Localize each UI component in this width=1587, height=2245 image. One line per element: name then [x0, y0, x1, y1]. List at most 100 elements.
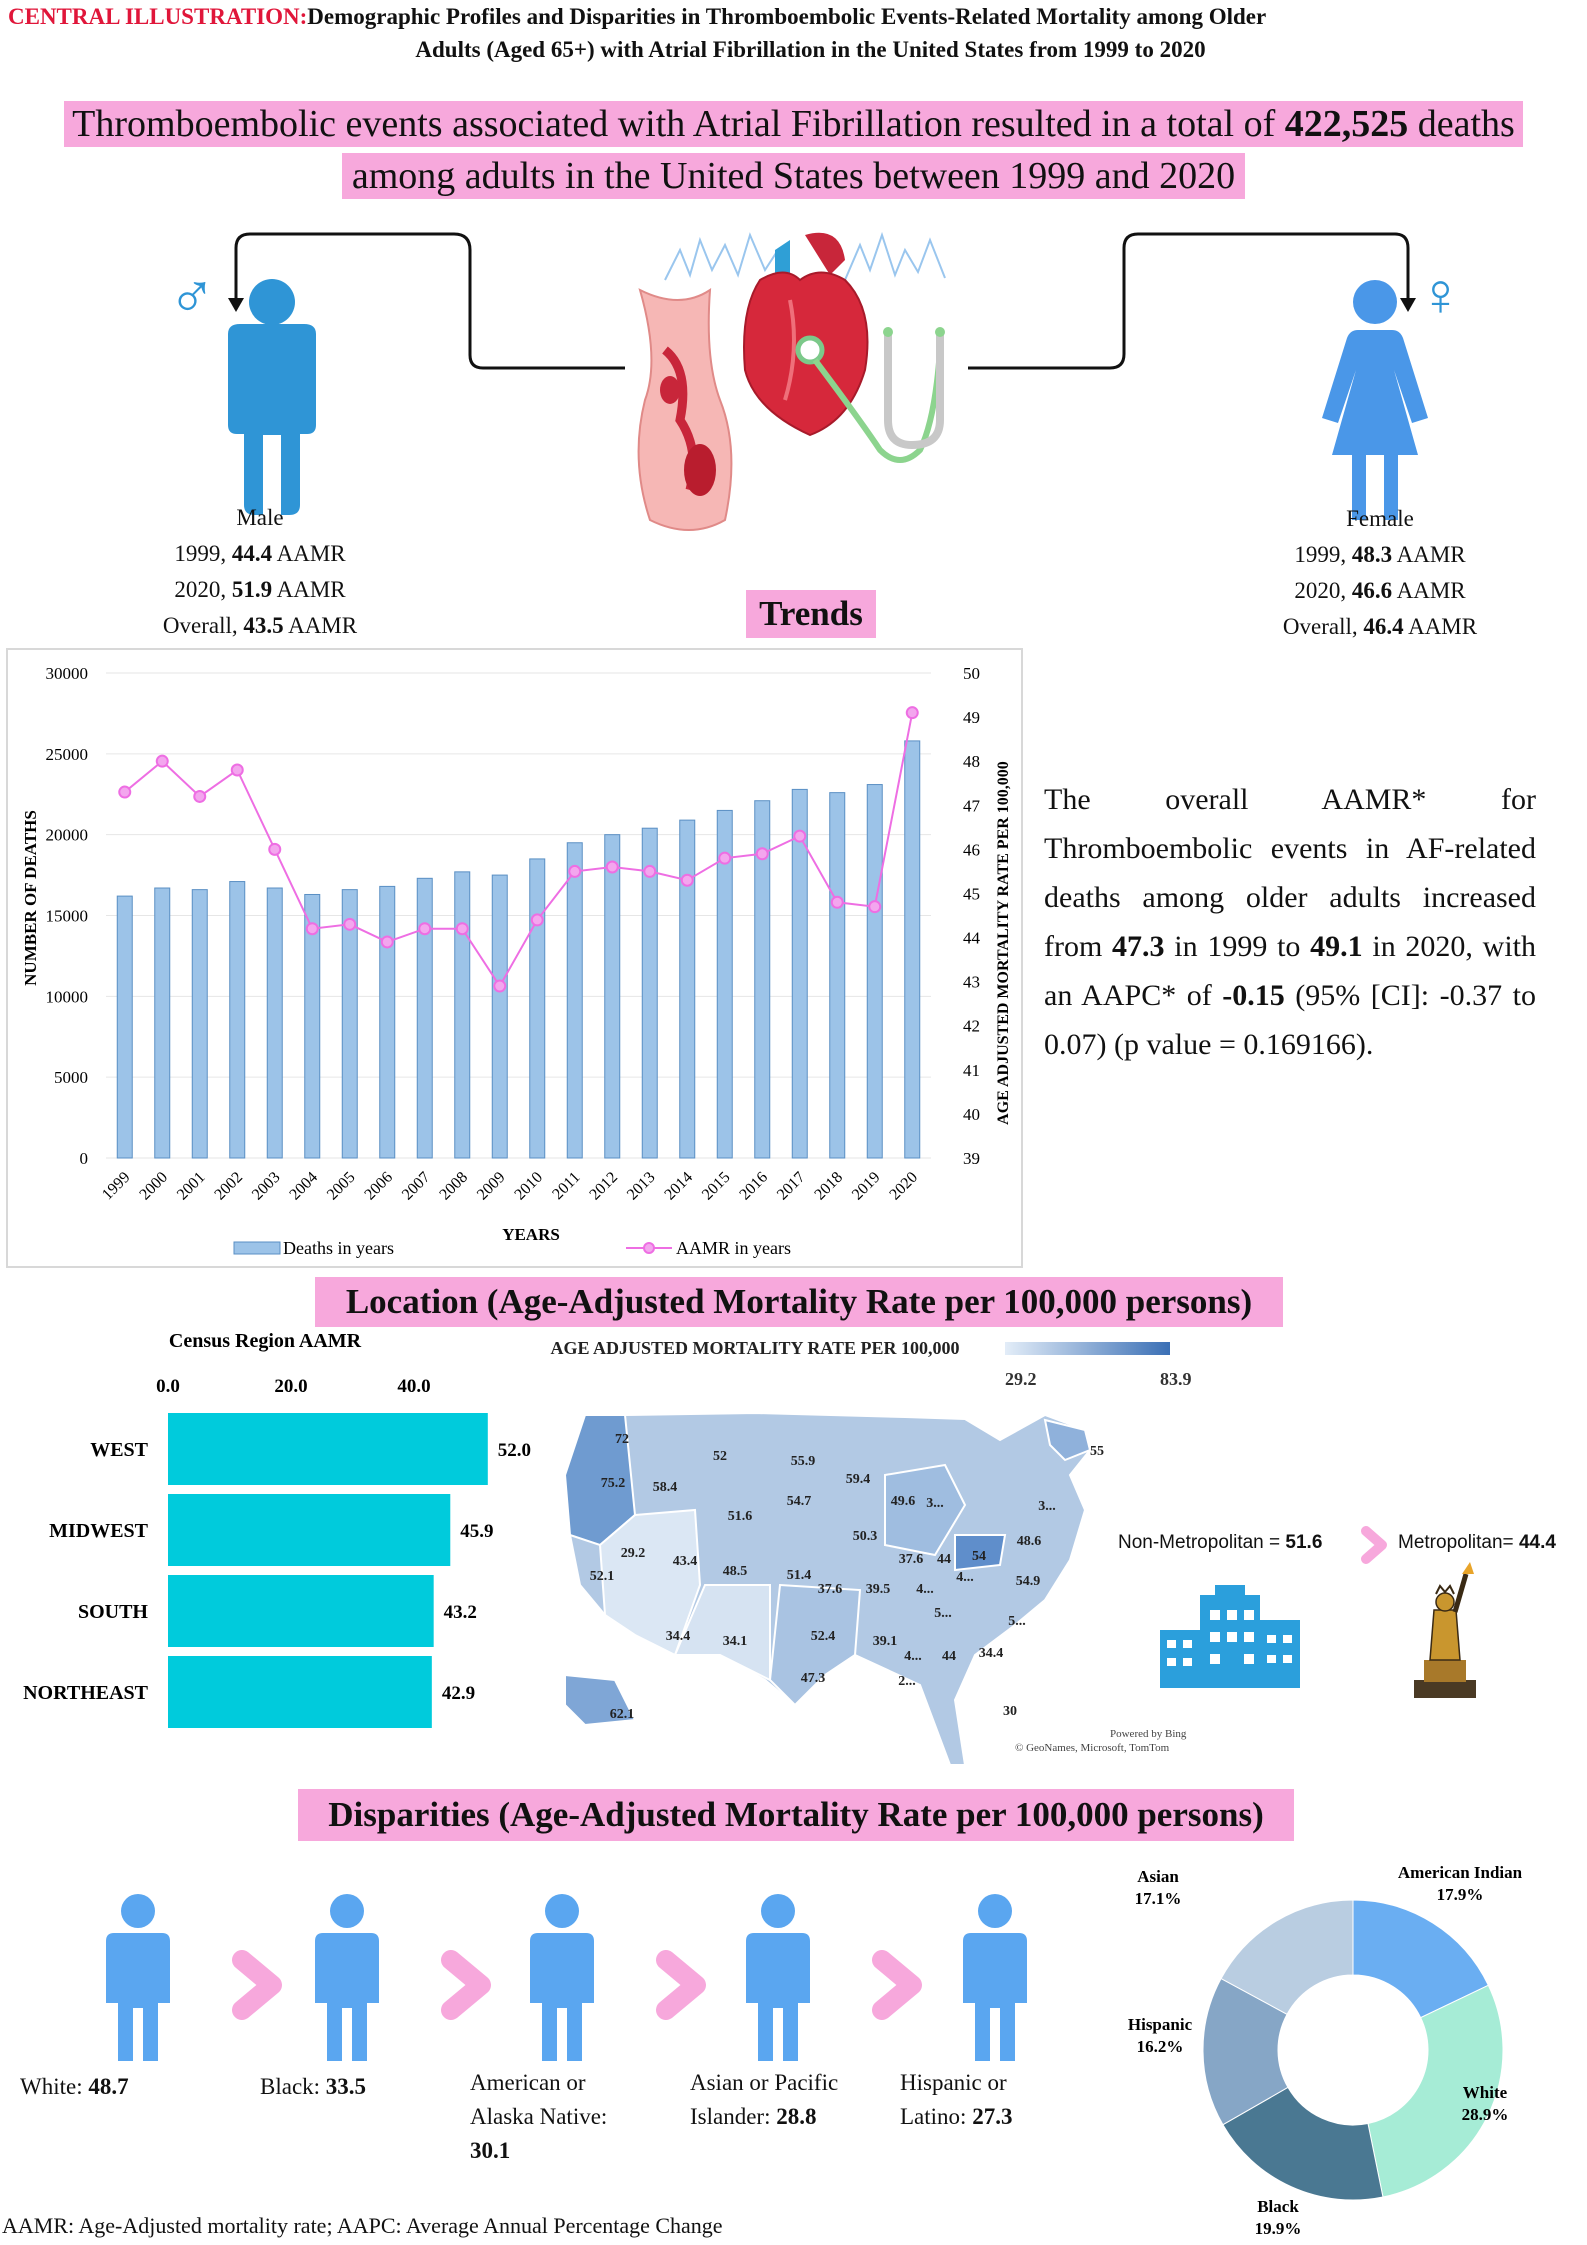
trend-y-tick: 30000: [46, 664, 89, 683]
donut-slice: [1367, 1984, 1504, 2198]
disparities-heading: Disparities (Age-Adjusted Mortality Rate…: [298, 1789, 1294, 1841]
aamr-point: [493, 979, 507, 993]
map-state-label: 54: [972, 1549, 986, 1564]
trend-bar: [754, 800, 771, 1159]
city-buildings-icon: [1160, 1585, 1300, 1688]
male-stat-1999: 1999, 44.4 AAMR: [110, 536, 410, 572]
person-figure-icon: [738, 1893, 818, 2068]
map-state-label: 5...: [934, 1606, 952, 1621]
aamr-line: [124, 712, 914, 988]
aamr-point: [155, 754, 169, 768]
female-stat-1999-unit: AAMR: [1392, 542, 1466, 567]
right-connector-line: [968, 232, 1410, 370]
map-state-label: 72: [615, 1432, 629, 1447]
region-label: SOUTH: [78, 1601, 148, 1623]
trend-y-tick: 0: [80, 1149, 89, 1168]
map-state-label: 47.3: [801, 1671, 826, 1686]
map-state-label: 48.5: [723, 1564, 748, 1579]
trend-x-tick: 2009: [474, 1169, 509, 1204]
aamr-point: [530, 913, 544, 927]
trend-x-axis-label: YEARS: [502, 1225, 560, 1244]
map-state-label: 62.1: [610, 1707, 635, 1722]
map-state-label: 55.9: [791, 1454, 816, 1469]
map-state-label: 4...: [916, 1582, 934, 1597]
map-state-label: 44: [942, 1649, 956, 1664]
trend-bar: [866, 784, 883, 1159]
map-powered: Powered by Bing: [1110, 1728, 1187, 1740]
header-title-line1: Demographic Profiles and Disparities in …: [307, 4, 1267, 29]
trend-bar: [191, 889, 208, 1159]
trend-y-tick: 5000: [54, 1068, 88, 1087]
donut-label-pct: 19.9%: [1255, 2219, 1302, 2238]
trend-summary-text-3: in 2020, with an AAPC* of: [1044, 930, 1536, 1012]
donut-label-pct: 17.1%: [1135, 1889, 1182, 1908]
trend-bar: [679, 819, 696, 1159]
trend-bar: [416, 877, 433, 1159]
trend-y2-tick: 42: [963, 1017, 980, 1036]
region-bar: [168, 1413, 488, 1485]
trend-summary-value-3: -0.15: [1222, 979, 1285, 1012]
male-stat-overall: Overall, 43.5 AAMR: [110, 608, 410, 644]
map-state-label: 52: [713, 1449, 727, 1464]
trend-y2-tick: 43: [963, 973, 980, 992]
trend-y2-tick: 41: [963, 1061, 980, 1080]
trend-bar: [304, 893, 321, 1159]
person-figure-icon: [522, 1893, 602, 2068]
disparity-value: 48.7: [88, 2074, 129, 2099]
aamr-point: [193, 789, 207, 803]
female-figure-icon: [1322, 280, 1428, 520]
map-state-label: 50.3: [853, 1529, 878, 1544]
location-heading: Location (Age-Adjusted Mortality Rate pe…: [315, 1277, 1283, 1327]
map-state-label: 39.5: [866, 1582, 891, 1597]
male-stat-2020-label: 2020,: [174, 577, 232, 602]
trend-bar: [116, 895, 133, 1159]
map-state-label: 43.4: [673, 1554, 698, 1569]
non-metro-value: 51.6: [1285, 1532, 1323, 1553]
chevron-right-icon: [868, 1950, 928, 2025]
trend-bar: [379, 885, 396, 1159]
female-stat-2020-label: 2020,: [1294, 578, 1352, 603]
trend-x-tick: 2007: [399, 1169, 434, 1204]
person-figure-icon: [955, 1893, 1035, 2068]
headline-text-1: Thromboembolic events associated with At…: [72, 103, 1285, 145]
metro-chevron-icon: [1361, 1526, 1387, 1564]
disparity-group-2: Alaska Native:: [470, 2104, 608, 2129]
male-stat-2020-unit: AAMR: [272, 577, 346, 602]
region-bar: [168, 1494, 451, 1566]
trend-bar: [904, 740, 921, 1159]
chevron-right-icon: [228, 1950, 288, 2025]
region-value-label: 45.9: [460, 1521, 493, 1542]
chevron-right-icon: [437, 1950, 497, 2025]
map-legend-min: 29.2: [1005, 1369, 1037, 1389]
map-state-label: 34.1: [723, 1634, 748, 1649]
aamr-point: [118, 785, 132, 799]
aamr-point: [343, 917, 357, 931]
person-figure-icon: [307, 1893, 387, 2068]
aamr-point: [755, 847, 769, 861]
region-value-label: 42.9: [442, 1683, 475, 1704]
trend-x-tick: 2013: [624, 1169, 659, 1204]
trend-summary-value-2: 49.1: [1310, 930, 1363, 963]
trend-x-tick: 2005: [324, 1169, 359, 1204]
region-bar: [168, 1575, 434, 1647]
trend-bar: [491, 874, 508, 1159]
trend-x-tick: 2019: [849, 1169, 884, 1204]
region-value-label: 43.2: [444, 1602, 477, 1623]
map-state-label: 52.1: [590, 1569, 615, 1584]
map-legend-max: 83.9: [1160, 1369, 1192, 1389]
male-stats: Male 1999, 44.4 AAMR 2020, 51.9 AAMR Ove…: [110, 500, 410, 644]
aamr-point: [230, 763, 244, 777]
trend-bar: [791, 788, 808, 1159]
trend-bar: [154, 887, 171, 1159]
trend-x-tick: 2016: [736, 1169, 771, 1204]
legend-bars-swatch: [233, 1241, 281, 1255]
trend-x-tick: 2015: [699, 1169, 734, 1204]
aamr-point: [380, 935, 394, 949]
aamr-point: [418, 922, 432, 936]
female-stats: Female 1999, 48.3 AAMR 2020, 46.6 AAMR O…: [1230, 501, 1530, 645]
male-figure-icon: [228, 279, 316, 515]
disparity-value: 27.3: [972, 2104, 1013, 2129]
trend-x-tick: 2006: [361, 1169, 396, 1204]
trend-y-tick: 10000: [46, 987, 89, 1006]
region-bar-chart: Census Region AAMR 0.0 20.0 40.0 WEST 52.0 M…: [23, 1330, 531, 1728]
